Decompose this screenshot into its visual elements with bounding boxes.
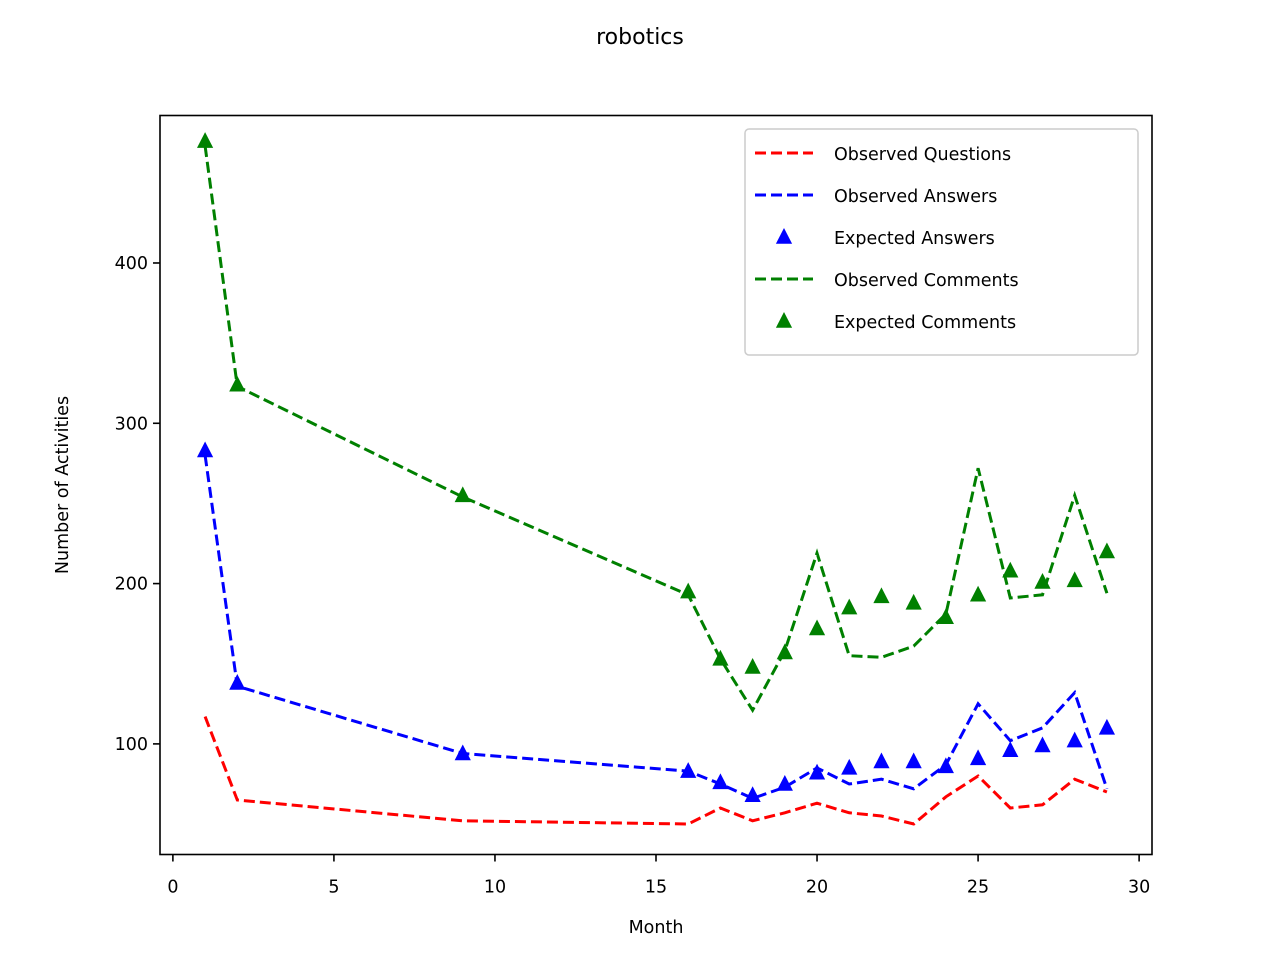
data-point-expected-comments <box>680 582 697 599</box>
legend-label: Observed Answers <box>834 187 997 207</box>
legend: Observed Questions Observed Answers Expect… <box>744 128 1139 356</box>
x-tick-label: 10 <box>484 878 506 898</box>
x-tick-label: 0 <box>167 878 178 898</box>
data-point-expected-comments <box>776 643 793 660</box>
data-point-expected-answers <box>1002 741 1019 758</box>
series-expected-answers <box>196 441 1116 802</box>
data-point-expected-answers <box>196 441 214 458</box>
data-point-expected-comments <box>1066 571 1083 588</box>
x-tick-label: 5 <box>328 878 339 898</box>
data-point-expected-comments <box>1034 572 1051 589</box>
legend-item-expected-answers: Expected Answers <box>775 228 995 249</box>
chart-title: robotics <box>596 25 684 50</box>
legend-item-observed-comments: Observed Comments <box>755 271 1019 291</box>
y-axis: 100 200 300 400 <box>115 254 160 755</box>
series-layer <box>196 132 1116 826</box>
series-observed-answers <box>203 455 1109 801</box>
x-tick-label: 15 <box>645 878 667 898</box>
y-tick-label: 100 <box>115 735 148 755</box>
data-point-expected-comments <box>873 587 890 604</box>
data-point-expected-answers <box>744 786 761 802</box>
data-point-expected-comments <box>1098 542 1116 559</box>
data-point-expected-answers <box>937 757 954 774</box>
data-point-expected-answers <box>776 774 793 791</box>
series-line-observed-questions <box>203 716 1108 826</box>
x-tick-label: 25 <box>967 878 989 898</box>
data-point-expected-answers <box>1098 718 1116 735</box>
data-point-expected-answers <box>1066 731 1083 748</box>
y-tick-label: 200 <box>115 575 148 595</box>
series-expected-comments <box>196 132 1116 674</box>
data-point-expected-answers <box>905 752 922 769</box>
data-point-expected-answers <box>841 758 858 775</box>
x-axis-label: Month <box>629 918 684 938</box>
data-point-expected-answers <box>712 773 729 790</box>
data-point-expected-answers <box>454 744 471 761</box>
legend-label: Observed Comments <box>834 271 1019 291</box>
data-point-expected-comments <box>196 132 214 148</box>
series-line-observed-answers <box>203 455 1109 801</box>
legend-label: Observed Questions <box>834 145 1011 165</box>
legend-item-expected-comments: Expected Comments <box>775 312 1016 333</box>
legend-label: Expected Comments <box>834 313 1016 333</box>
data-point-expected-answers <box>808 763 826 780</box>
y-tick-label: 400 <box>115 254 148 274</box>
legend-marker-swatch <box>775 228 793 244</box>
data-point-expected-answers <box>873 752 890 769</box>
y-tick-label: 300 <box>115 414 148 434</box>
data-point-expected-comments <box>937 608 954 625</box>
series-observed-comments <box>203 145 1109 714</box>
data-point-expected-comments <box>1002 561 1019 578</box>
data-point-expected-comments <box>712 649 729 666</box>
data-point-expected-answers <box>680 762 697 778</box>
data-point-expected-answers <box>229 673 246 690</box>
y-axis-label: Number of Activities <box>53 396 73 574</box>
data-point-expected-answers <box>969 749 987 766</box>
x-tick-label: 30 <box>1128 878 1150 898</box>
series-observed-questions <box>203 716 1108 826</box>
x-axis: 0 5 10 15 20 25 30 <box>167 854 1150 898</box>
data-point-expected-comments <box>229 375 246 392</box>
legend-label: Expected Answers <box>834 229 995 249</box>
data-point-expected-answers <box>1034 736 1051 753</box>
data-point-expected-comments <box>454 486 471 503</box>
legend-box <box>744 128 1139 356</box>
data-point-expected-comments <box>841 598 858 615</box>
data-point-expected-comments <box>905 593 922 610</box>
series-line-observed-comments <box>203 145 1109 714</box>
data-point-expected-comments <box>969 585 987 602</box>
legend-item-observed-answers: Observed Answers <box>755 187 997 207</box>
legend-marker-swatch <box>775 312 793 328</box>
legend-item-observed-questions: Observed Questions <box>755 145 1011 165</box>
data-point-expected-comments <box>808 619 826 636</box>
data-point-expected-comments <box>744 657 761 674</box>
x-tick-label: 20 <box>806 878 828 898</box>
